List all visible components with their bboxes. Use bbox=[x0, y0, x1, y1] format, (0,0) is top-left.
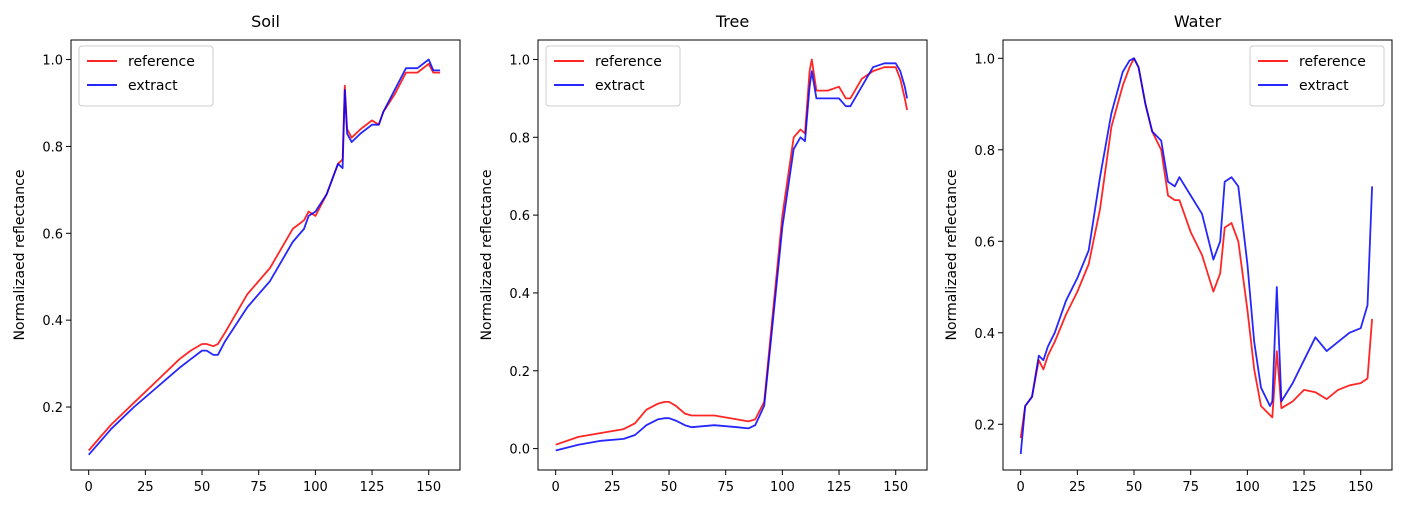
subplot-tree: Tree Normalizaed reflectance 0 25 50 75 100 125… bbox=[479, 12, 928, 495]
x-tick-label: 50 bbox=[661, 480, 678, 495]
y-tick-label: 0.4 bbox=[974, 327, 995, 342]
y-tick-label: 0.6 bbox=[42, 227, 63, 242]
x-tick-label: 150 bbox=[1348, 480, 1373, 495]
x-tick-label: 25 bbox=[604, 480, 621, 495]
y-tick-label: 0.8 bbox=[509, 131, 530, 146]
legend: reference extract bbox=[545, 45, 681, 107]
legend-label-extract: extract bbox=[595, 78, 645, 94]
y-axis-label: Normalizaed reflectance bbox=[944, 170, 960, 341]
x-tick-label: 150 bbox=[883, 480, 908, 495]
x-tick-label: 100 bbox=[770, 480, 795, 495]
y-tick-label: 0.8 bbox=[974, 144, 995, 159]
x-tick-label: 50 bbox=[194, 480, 211, 495]
x-tick-label: 0 bbox=[552, 480, 560, 495]
legend-label-reference: reference bbox=[128, 54, 195, 70]
x-tick-label: 25 bbox=[1069, 480, 1086, 495]
chart-title: Tree bbox=[715, 12, 749, 31]
series-line-reference bbox=[88, 63, 441, 452]
legend-label-reference: reference bbox=[595, 54, 662, 70]
series-line-extract bbox=[1019, 57, 1373, 455]
x-tick-label: 150 bbox=[416, 480, 441, 495]
series-line-reference bbox=[1019, 57, 1373, 439]
y-tick-label: 1.0 bbox=[509, 53, 530, 68]
chart-title: Water bbox=[1174, 12, 1222, 31]
x-tick-label: 100 bbox=[1235, 480, 1260, 495]
y-tick-label: 0.2 bbox=[974, 418, 995, 433]
y-tick-label: 0.2 bbox=[42, 401, 63, 416]
y-tick-label: 0.0 bbox=[509, 443, 530, 458]
x-tick-label: 25 bbox=[137, 480, 154, 495]
legend-label-reference: reference bbox=[1299, 54, 1366, 70]
subplot-soil: Soil Normalizaed reflectance 0 25 50 75 100 125… bbox=[12, 12, 461, 495]
y-tick-label: 1.0 bbox=[42, 54, 63, 69]
y-tick-label: 0.4 bbox=[42, 314, 63, 329]
axes-frame bbox=[1002, 39, 1393, 471]
x-tick-label: 125 bbox=[827, 480, 852, 495]
series-line-extract bbox=[555, 62, 908, 452]
y-tick-label: 1.0 bbox=[974, 52, 995, 67]
series-line-extract bbox=[88, 58, 441, 456]
axes-frame bbox=[70, 39, 461, 471]
x-tick-label: 100 bbox=[303, 480, 328, 495]
x-tick-label: 75 bbox=[717, 480, 734, 495]
legend: reference extract bbox=[78, 45, 214, 107]
axes-frame bbox=[537, 39, 928, 471]
y-axis-label: Normalizaed reflectance bbox=[12, 170, 28, 341]
x-tick-label: 0 bbox=[85, 480, 93, 495]
x-tick-label: 125 bbox=[360, 480, 385, 495]
y-axis-label: Normalizaed reflectance bbox=[479, 170, 495, 341]
y-tick-label: 0.4 bbox=[509, 287, 530, 302]
subplot-water: Water Normalizaed reflectance 0 25 50 75 100 12… bbox=[944, 12, 1393, 495]
chart-title: Soil bbox=[251, 12, 280, 31]
legend: reference extract bbox=[1249, 45, 1385, 107]
x-tick-label: 75 bbox=[1182, 480, 1199, 495]
y-tick-label: 0.2 bbox=[509, 365, 530, 380]
x-tick-label: 75 bbox=[250, 480, 267, 495]
legend-label-extract: extract bbox=[128, 78, 178, 94]
y-tick-label: 0.8 bbox=[42, 140, 63, 155]
x-tick-label: 50 bbox=[1126, 480, 1143, 495]
x-tick-label: 125 bbox=[1292, 480, 1317, 495]
x-tick-label: 0 bbox=[1017, 480, 1025, 495]
y-tick-label: 0.6 bbox=[509, 209, 530, 224]
series-line-reference bbox=[555, 58, 908, 446]
legend-label-extract: extract bbox=[1299, 78, 1349, 94]
y-tick-label: 0.6 bbox=[974, 235, 995, 250]
